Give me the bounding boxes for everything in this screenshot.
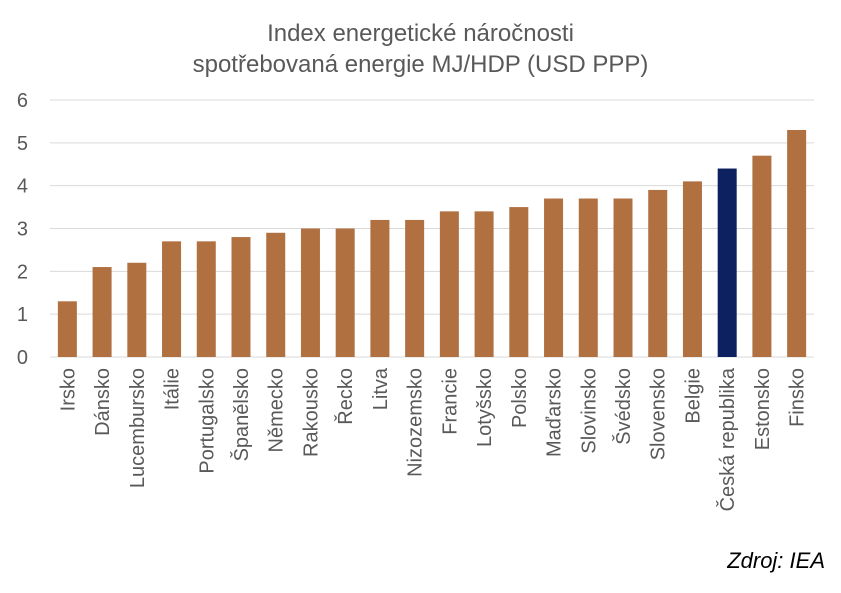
chart-subtitle: spotřebovaná energie MJ/HDP (USD PPP)	[192, 51, 649, 78]
x-tick-label: Francie	[439, 368, 461, 435]
x-tick-label: Litva	[370, 367, 392, 410]
bar	[439, 211, 459, 357]
bar	[196, 241, 216, 357]
y-tick-label: 2	[17, 261, 28, 283]
x-tick-label: Lotyšsko	[474, 368, 496, 447]
y-tick-label: 4	[17, 176, 28, 198]
source-note: Zdroj: IEA	[727, 548, 825, 573]
y-tick-label: 1	[17, 304, 28, 326]
x-tick-label: Finsko	[787, 368, 809, 427]
x-tick-label: Itálie	[162, 368, 184, 410]
x-tick-label: Slovinsko	[578, 368, 600, 454]
bar	[92, 267, 112, 357]
x-tick-label: Belgie	[682, 368, 704, 424]
x-tick-label: Dánsko	[92, 368, 114, 436]
bar	[613, 198, 633, 357]
x-tick-label: Slovensko	[648, 368, 670, 460]
bar	[266, 232, 286, 357]
y-tick-label: 0	[17, 347, 28, 369]
y-tick-label: 5	[17, 133, 28, 155]
bar	[717, 168, 737, 357]
x-tick-label: Irsko	[57, 368, 79, 411]
bar	[335, 228, 355, 357]
x-tick-label: Nizozemsko	[405, 368, 427, 477]
bar	[300, 228, 320, 357]
bar	[578, 198, 598, 357]
x-tick-label: Švédsko	[612, 368, 635, 445]
chart-title: Index energetické náročnosti	[267, 20, 574, 47]
x-tick-label: Řecko	[334, 368, 357, 425]
bar	[787, 129, 807, 357]
bar	[162, 241, 182, 357]
bar	[370, 219, 390, 357]
y-tick-label: 6	[17, 90, 28, 112]
bar	[544, 198, 564, 357]
x-tick-label: Rakousko	[300, 368, 322, 457]
x-tick-label: Portugalsko	[196, 368, 218, 474]
bar	[474, 211, 494, 357]
bar	[682, 181, 702, 357]
x-tick-label: Španělsko	[230, 368, 253, 461]
x-tick-label: Lucembursko	[127, 368, 149, 488]
bar	[752, 155, 772, 357]
bar	[405, 219, 425, 357]
x-tick-label: Německo	[266, 368, 288, 452]
x-tick-label: Maďarsko	[544, 368, 566, 457]
y-tick-label: 3	[17, 219, 28, 241]
bar	[57, 301, 77, 357]
x-tick-label: Polsko	[509, 368, 531, 428]
bar	[231, 237, 251, 357]
bar	[648, 189, 668, 357]
x-tick-label: Česká republika	[716, 367, 739, 511]
bar	[509, 207, 529, 357]
x-tick-label: Estonsko	[752, 368, 774, 450]
bar	[127, 262, 147, 357]
